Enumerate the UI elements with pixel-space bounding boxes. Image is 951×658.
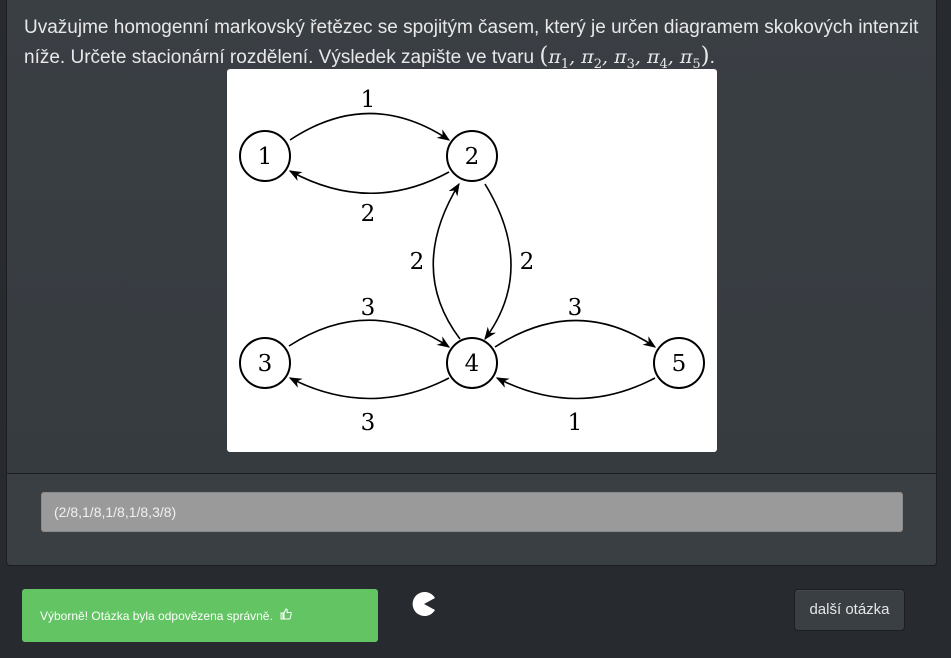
diagram-svg: 1 2 2 2 3 3 3 1 1 2 3 — [239, 87, 705, 436]
edge-2-1 — [288, 170, 450, 195]
svg-text:2: 2 — [465, 144, 480, 170]
pi-1: π1 — [548, 46, 570, 72]
edge-label-4-5: 3 — [568, 295, 583, 321]
edge-label-4-3: 3 — [361, 410, 376, 436]
answer-input[interactable]: (2/8,1/8,1/8,1/8,3/8) — [41, 492, 903, 532]
pi-5: π5 — [679, 46, 701, 72]
state-node-5: 5 — [653, 337, 705, 389]
state-node-3: 3 — [239, 337, 291, 389]
edge-4-3 — [288, 377, 450, 400]
edge-1-2 — [289, 112, 451, 141]
thumbs-up-icon — [280, 589, 292, 642]
edge-5-4 — [495, 377, 656, 400]
answer-format-formula: (π1, π2, π3, π4, π5) — [539, 43, 710, 72]
svg-text:3: 3 — [258, 351, 273, 377]
pacman-icon — [411, 591, 437, 617]
answer-area: (2/8,1/8,1/8,1/8,3/8) — [7, 474, 936, 564]
edge-2-4 — [484, 183, 512, 341]
state-node-4: 4 — [446, 337, 498, 389]
feedback-message: Výborně! Otázka byla odpovězena správně. — [40, 609, 273, 623]
pi-3: π3 — [614, 46, 635, 72]
state-node-1: 1 — [239, 130, 291, 182]
pi-4: π4 — [646, 46, 668, 72]
edge-3-4 — [288, 319, 451, 348]
edge-4-2 — [432, 182, 461, 340]
state-node-2: 2 — [446, 130, 498, 182]
transition-rate-diagram: 1 2 2 2 3 3 3 1 1 2 3 — [227, 69, 717, 452]
svg-text:1: 1 — [258, 144, 273, 170]
question-text: Uvažujme homogenní markovský řetězec se … — [24, 14, 924, 79]
svg-text:4: 4 — [465, 351, 480, 377]
correct-answer-alert: Výborně! Otázka byla odpovězena správně. — [22, 589, 378, 642]
edge-4-5 — [494, 319, 657, 348]
question-end: . — [709, 47, 715, 68]
question-area: Uvažujme homogenní markovský řetězec se … — [7, 0, 936, 474]
edge-label-2-1: 2 — [361, 201, 376, 227]
edge-label-2-4: 2 — [520, 249, 535, 275]
next-question-button[interactable]: další otázka — [794, 589, 905, 631]
edge-label-1-2: 1 — [361, 87, 376, 113]
pi-2: π2 — [581, 46, 603, 72]
svg-text:5: 5 — [672, 351, 687, 377]
edge-label-4-2: 2 — [410, 249, 425, 275]
edge-label-5-4: 1 — [568, 410, 583, 436]
question-body: Uvažujme homogenní markovský řetězec se … — [24, 17, 919, 68]
edge-label-3-4: 3 — [361, 295, 376, 321]
question-panel: Uvažujme homogenní markovský řetězec se … — [6, 0, 937, 566]
